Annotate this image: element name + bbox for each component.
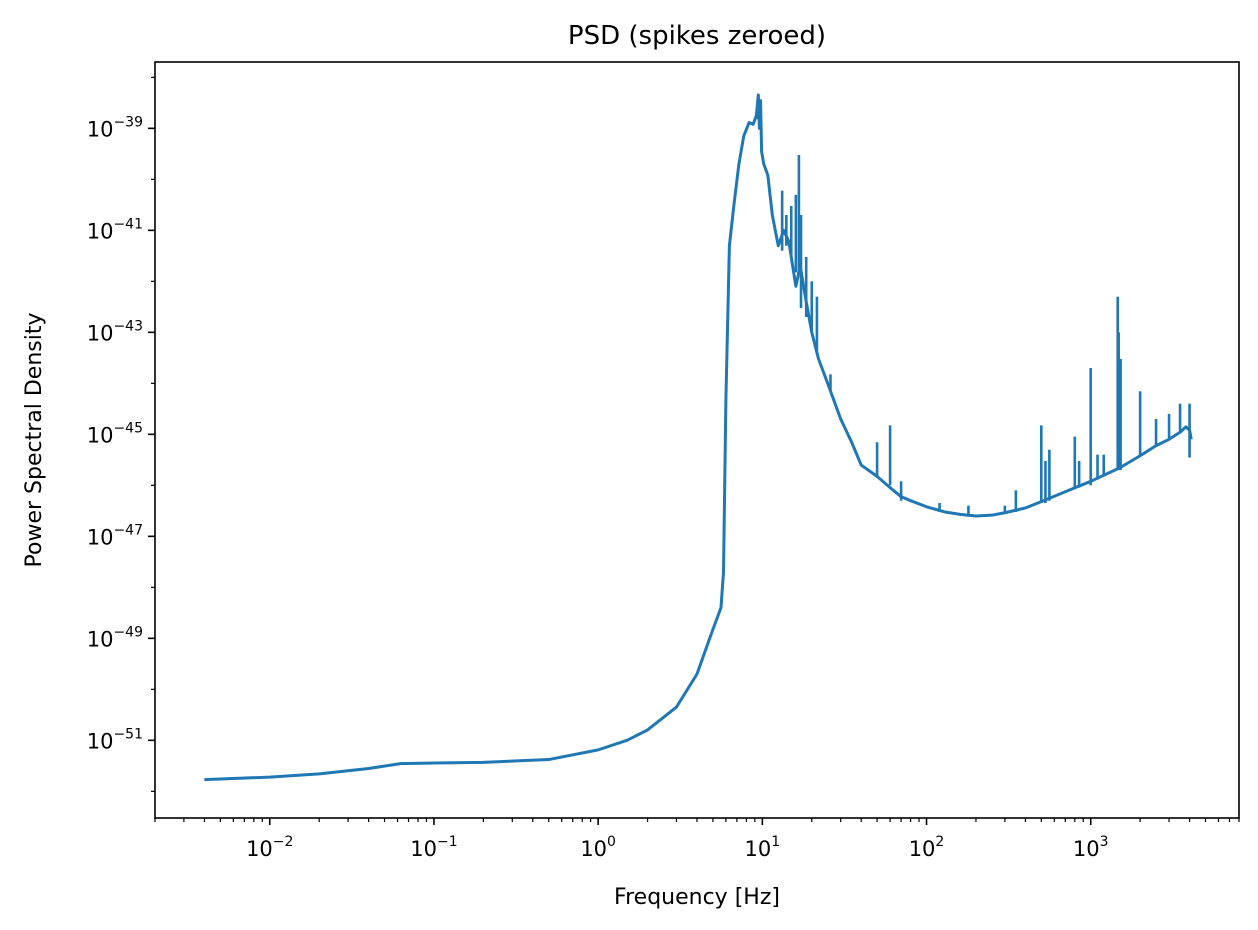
chart-title: PSD (spikes zeroed) xyxy=(568,21,826,51)
plot-area xyxy=(204,93,1193,782)
y-tick-label: 10−45 xyxy=(87,420,143,447)
y-tick-label: 10−41 xyxy=(87,216,143,243)
y-tick-label: 10−43 xyxy=(87,318,143,345)
x-tick-label: 100 xyxy=(580,834,616,861)
x-tick-label: 101 xyxy=(745,834,781,861)
x-tick-label: 10−2 xyxy=(246,834,293,861)
x-tick-label: 103 xyxy=(1073,834,1109,861)
x-tick-label: 102 xyxy=(909,834,945,861)
x-axis: 10−2 10−1 100 101 102 103 xyxy=(154,818,1240,861)
y-tick-label: 10−39 xyxy=(87,114,143,141)
y-tick-label: 10−51 xyxy=(87,726,143,753)
x-axis-title: Frequency [Hz] xyxy=(614,885,780,910)
x-tick-label: 10−1 xyxy=(410,834,457,861)
y-tick-label: 10−47 xyxy=(87,522,143,549)
series-line-0 xyxy=(204,93,1193,782)
y-tick-label: 10−49 xyxy=(87,624,143,651)
y-axis-title: Power Spectral Density xyxy=(22,313,47,568)
y-axis: 10−51 10−49 10−47 10−45 10−43 10−41 10−39 xyxy=(87,76,155,792)
